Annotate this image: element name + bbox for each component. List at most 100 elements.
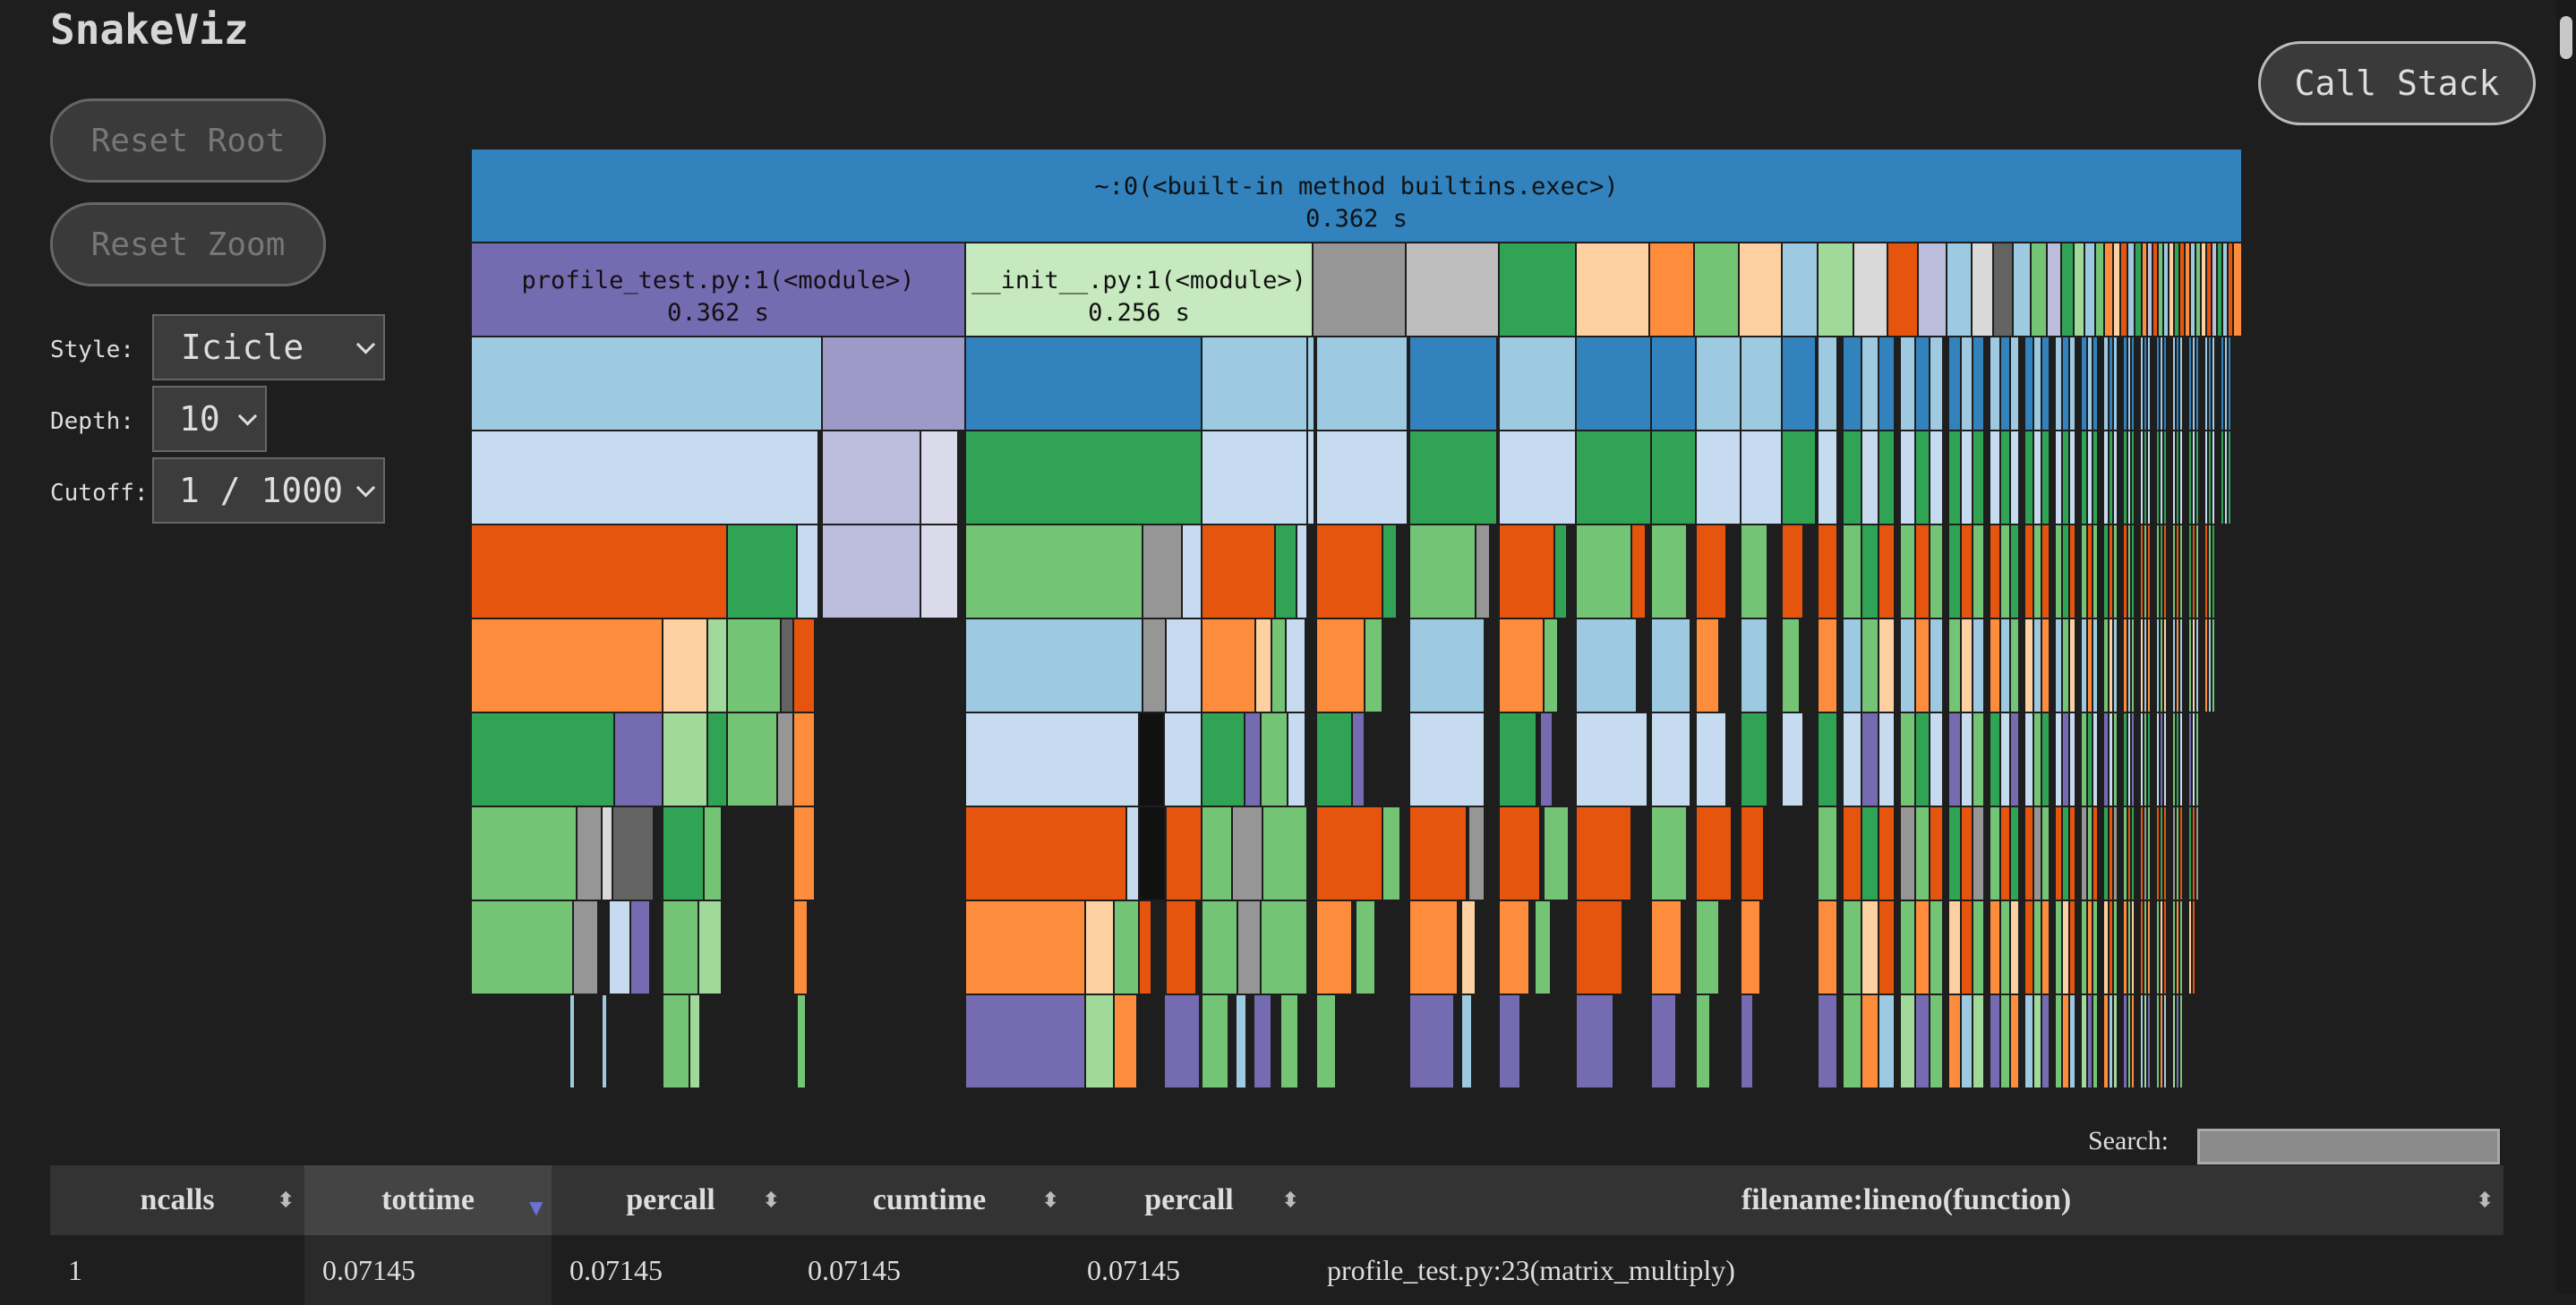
icicle-block[interactable] xyxy=(2068,994,2076,1089)
icicle-block[interactable] xyxy=(2146,994,2152,1089)
icicle-block[interactable] xyxy=(2162,618,2168,713)
icicle-block[interactable] xyxy=(1999,336,2011,431)
icicle-block[interactable] xyxy=(2046,242,2062,337)
icicle-block[interactable] xyxy=(1878,524,1896,619)
icicle-block[interactable] xyxy=(1878,618,1896,713)
icicle-block[interactable] xyxy=(1260,712,1288,807)
icicle-block[interactable] xyxy=(2195,618,2200,713)
icicle-block[interactable] xyxy=(2195,806,2200,901)
icicle-block[interactable] xyxy=(1989,336,2001,431)
icicle-block[interactable] xyxy=(470,900,574,995)
icicle-block[interactable] xyxy=(1498,430,1577,525)
icicle-block[interactable] xyxy=(1575,430,1652,525)
style-select[interactable]: Icicle xyxy=(152,314,385,380)
icicle-block[interactable] xyxy=(2130,524,2135,619)
icicle-block[interactable] xyxy=(1972,618,1985,713)
icicle-block[interactable] xyxy=(1999,806,2011,901)
icicle-block[interactable] xyxy=(1960,336,1973,431)
icicle-block[interactable] xyxy=(470,618,663,713)
icicle-block[interactable] xyxy=(2061,806,2070,901)
icicle-block[interactable] xyxy=(2146,900,2152,995)
icicle-block[interactable] xyxy=(2112,242,2121,337)
icicle-block[interactable] xyxy=(1947,618,1962,713)
icicle-block[interactable] xyxy=(1181,524,1202,619)
icicle-block[interactable] xyxy=(1817,712,1838,807)
icicle-block[interactable] xyxy=(1274,524,1297,619)
icicle-block[interactable] xyxy=(1650,806,1688,901)
icicle-block[interactable] xyxy=(1695,712,1727,807)
icicle-block[interactable] xyxy=(612,806,655,901)
icicle-block[interactable] xyxy=(2054,336,2063,431)
cutoff-select[interactable]: 1 / 1000 xyxy=(152,457,385,524)
icicle-block[interactable] xyxy=(2227,336,2232,431)
icicle-block[interactable] xyxy=(1630,524,1647,619)
icicle-block[interactable] xyxy=(2009,618,2020,713)
icicle-block[interactable] xyxy=(2033,806,2042,901)
icicle-block[interactable] xyxy=(1972,806,1985,901)
icicle-block[interactable] xyxy=(1165,618,1202,713)
icicle-block[interactable] xyxy=(2054,900,2063,995)
icicle-block[interactable] xyxy=(1914,618,1930,713)
icicle-block[interactable] xyxy=(1408,712,1485,807)
icicle-block[interactable] xyxy=(2068,430,2076,525)
icicle-block[interactable] xyxy=(1315,994,1337,1089)
icicle-block[interactable] xyxy=(1989,430,2001,525)
icicle-block[interactable] xyxy=(1405,242,1500,337)
icicle-block[interactable] xyxy=(1740,524,1768,619)
icicle-block[interactable] xyxy=(792,900,809,995)
icicle-block[interactable] xyxy=(2068,712,2076,807)
icicle-block[interactable] xyxy=(1781,430,1817,525)
icicle-block[interactable] xyxy=(1695,618,1720,713)
icicle-block[interactable] xyxy=(2092,524,2099,619)
icicle-block[interactable] xyxy=(2061,336,2070,431)
icicle-block[interactable] xyxy=(1498,900,1530,995)
icicle-block[interactable] xyxy=(1113,994,1138,1089)
icicle-block[interactable] xyxy=(1575,242,1650,337)
icicle-block[interactable] xyxy=(2178,806,2184,901)
icicle-block[interactable] xyxy=(2068,806,2076,901)
icicle-block[interactable] xyxy=(1553,524,1568,619)
icicle-block[interactable] xyxy=(1468,806,1485,901)
icicle-block[interactable] xyxy=(1650,336,1697,431)
icicle-block[interactable] xyxy=(1781,242,1819,337)
icicle-block[interactable] xyxy=(1971,242,1994,337)
icicle-block[interactable] xyxy=(1351,712,1365,807)
icicle-block[interactable] xyxy=(2146,524,2152,619)
icicle-block[interactable] xyxy=(2060,242,2075,337)
icicle-block[interactable] xyxy=(2024,900,2034,995)
icicle-block[interactable] xyxy=(1279,994,1299,1089)
icicle-block[interactable] xyxy=(1125,806,1140,901)
icicle-block[interactable] xyxy=(2061,618,2070,713)
icicle-block[interactable] xyxy=(1084,900,1115,995)
icicle-block[interactable] xyxy=(1817,524,1838,619)
icicle-block[interactable] xyxy=(1201,900,1238,995)
icicle-block[interactable] xyxy=(2092,712,2099,807)
icicle-block[interactable] xyxy=(1899,524,1916,619)
icicle-block[interactable] xyxy=(2041,900,2050,995)
icicle-block[interactable] xyxy=(1914,806,1930,901)
icicle-block[interactable] xyxy=(1650,524,1688,619)
icicle-block[interactable] xyxy=(2024,712,2034,807)
icicle-block[interactable] xyxy=(1315,336,1408,431)
icicle-block[interactable] xyxy=(2061,900,2070,995)
icicle-block[interactable] xyxy=(1842,430,1862,525)
icicle-block[interactable] xyxy=(2130,712,2135,807)
icicle-block[interactable] xyxy=(1999,618,2011,713)
icicle-block[interactable] xyxy=(1306,430,1315,525)
icicle-block[interactable] xyxy=(964,336,1202,431)
icicle-block[interactable] xyxy=(2061,430,2070,525)
column-header-tottime[interactable]: tottime ▼ xyxy=(304,1165,552,1235)
icicle-block[interactable] xyxy=(2024,994,2034,1089)
icicle-block[interactable] xyxy=(1408,994,1455,1089)
icicle-block[interactable] xyxy=(689,994,701,1089)
icicle-block[interactable] xyxy=(2162,806,2168,901)
icicle-block[interactable] xyxy=(1575,524,1632,619)
icicle-block-profile-test[interactable] xyxy=(470,242,966,337)
icicle-block[interactable] xyxy=(1989,994,2001,1089)
icicle-block[interactable] xyxy=(1989,712,2001,807)
icicle-block[interactable] xyxy=(1842,806,1862,901)
icicle-block[interactable] xyxy=(1929,900,1944,995)
icicle-block[interactable] xyxy=(1201,806,1233,901)
icicle-block[interactable] xyxy=(2009,806,2020,901)
icicle-block[interactable] xyxy=(2119,242,2128,337)
